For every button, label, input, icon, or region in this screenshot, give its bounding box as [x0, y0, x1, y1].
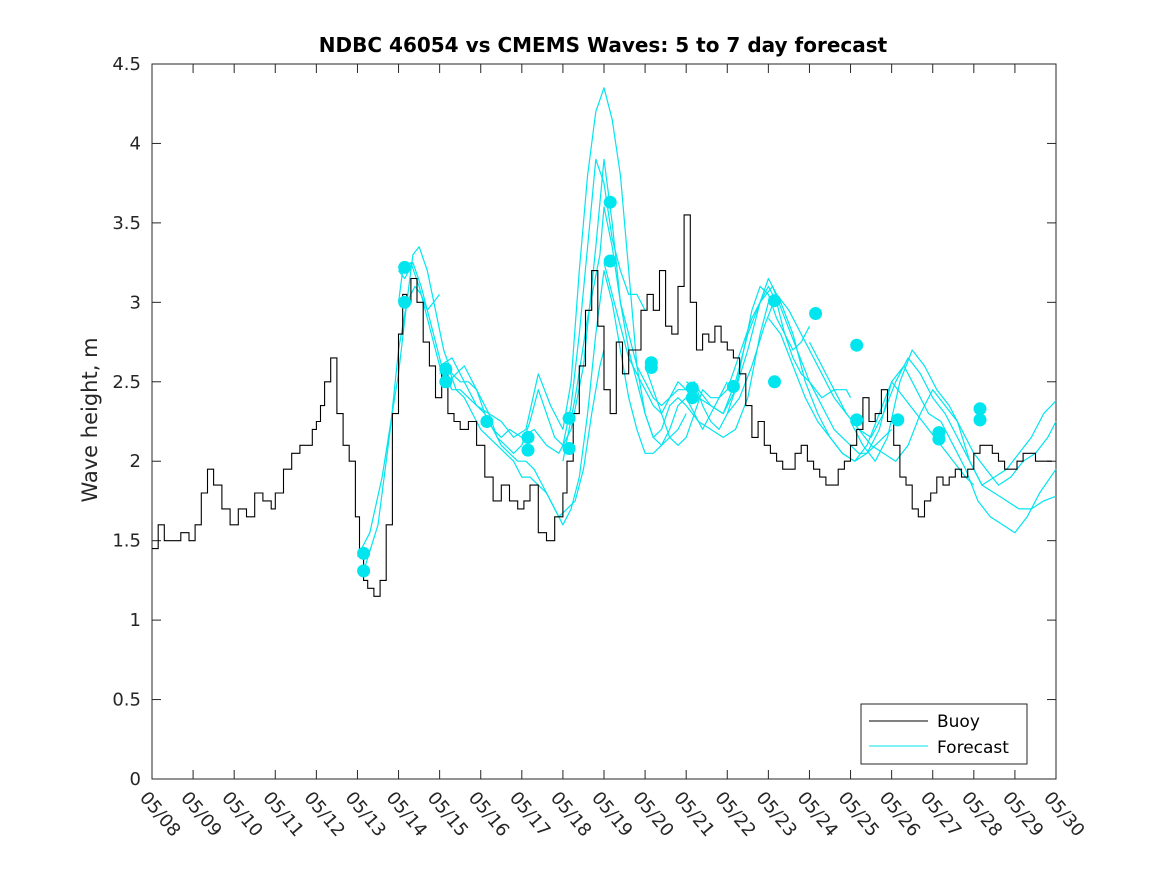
- forecast-line: [767, 317, 1057, 534]
- x-tick-label: 05/13: [341, 788, 390, 841]
- x-tick-label: 05/10: [217, 788, 266, 841]
- legend-box: [860, 703, 1028, 765]
- x-tick-label: 05/18: [546, 788, 595, 841]
- x-tick-label: 05/08: [135, 788, 184, 841]
- forecast-marker: [439, 362, 453, 376]
- forecast-marker: [850, 413, 864, 427]
- x-tick-label: 05/09: [176, 788, 225, 841]
- x-tick-label: 05/29: [998, 788, 1047, 841]
- x-tick-label: 05/14: [382, 788, 431, 841]
- forecast-line: [849, 349, 1057, 486]
- forecast-marker: [850, 338, 864, 352]
- legend-buoy-label: Buoy: [937, 712, 980, 732]
- forecast-marker: [480, 415, 494, 428]
- forecast-marker: [932, 426, 946, 440]
- y-tick-label: 1.5: [112, 531, 141, 552]
- x-tick-label: 05/27: [916, 788, 965, 841]
- x-tick-label: 05/28: [957, 788, 1006, 841]
- forecast-marker: [357, 564, 371, 578]
- x-tick-label: 05/22: [710, 788, 759, 841]
- x-tick-label: 05/23: [752, 788, 801, 841]
- x-tick-label: 05/15: [423, 788, 472, 841]
- forecast-marker: [603, 254, 617, 268]
- x-tick-label: 05/30: [1039, 788, 1088, 841]
- y-tick-label: 2.5: [112, 372, 141, 393]
- forecast-marker: [439, 375, 453, 389]
- x-tick-label: 05/24: [793, 788, 842, 841]
- forecast-marker: [973, 402, 987, 416]
- y-tick-label: 3: [130, 292, 141, 313]
- x-tick-label: 05/21: [669, 788, 718, 841]
- legend-forecast-label: Forecast: [937, 738, 1009, 758]
- buoy-line: [152, 214, 1052, 597]
- y-tick-label: 4: [130, 133, 141, 154]
- forecast-marker: [357, 546, 371, 560]
- x-tick-label: 05/12: [300, 788, 349, 841]
- x-tick-label: 05/20: [628, 788, 677, 841]
- y-tick-label: 3.5: [112, 213, 141, 234]
- forecast-line: [726, 293, 1057, 510]
- forecast-marker: [685, 391, 699, 405]
- x-tick-label: 05/26: [875, 788, 924, 841]
- y-axis-label: Wave height, m: [78, 337, 102, 502]
- forecast-marker: [726, 380, 740, 393]
- forecast-line: [521, 158, 646, 446]
- legend: Buoy Forecast: [860, 703, 1028, 765]
- forecast-marker: [809, 307, 823, 320]
- x-tick-label: 05/19: [587, 788, 636, 841]
- y-tick-label: 0: [130, 769, 141, 790]
- forecast-marker: [562, 442, 576, 455]
- x-tick-label: 05/17: [505, 788, 554, 841]
- x-tick-label: 05/25: [834, 788, 883, 841]
- chart-title: NDBC 46054 vs CMEMS Waves: 5 to 7 day fo…: [319, 33, 888, 57]
- forecast-marker: [603, 195, 617, 209]
- x-tick-label: 05/16: [464, 788, 513, 841]
- y-tick-label: 2: [130, 451, 141, 472]
- forecast-marker: [398, 295, 412, 309]
- forecast-marker: [768, 294, 781, 308]
- x-tick-label: 05/11: [258, 788, 307, 841]
- y-tick-label: 1: [130, 610, 141, 631]
- forecast-marker: [398, 260, 412, 274]
- forecast-marker: [685, 381, 699, 395]
- forecast-line: [521, 158, 769, 454]
- forecast-line: [439, 270, 687, 526]
- forecast-marker: [644, 361, 658, 374]
- forecast-marker: [973, 413, 987, 427]
- forecast-marker: [891, 413, 905, 427]
- forecast-marker: [521, 443, 535, 457]
- forecast-marker: [768, 375, 781, 389]
- y-tick-label: 0.5: [112, 690, 141, 711]
- y-tick-label: 4.5: [112, 54, 141, 75]
- forecast-marker: [521, 430, 535, 444]
- plot-frame: [151, 63, 1057, 780]
- forecast-marker: [562, 411, 576, 425]
